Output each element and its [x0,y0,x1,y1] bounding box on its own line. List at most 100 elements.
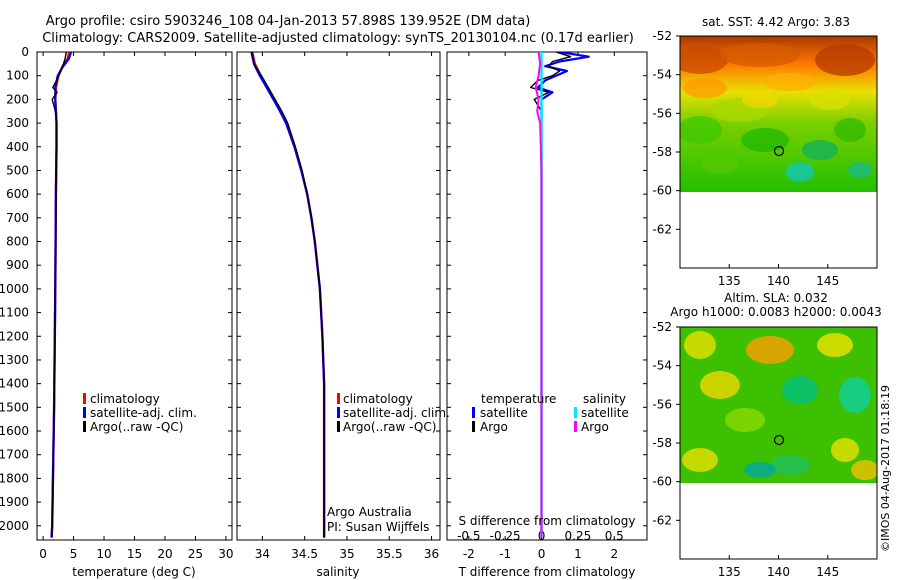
depth-tick-label: 1100 [0,306,29,320]
temperature-legend: climatology satellite-adj. clim. Argo(..… [83,392,197,434]
sla-texture-patch [700,371,740,399]
sla-texture-patch [817,333,853,357]
depth-tick-label: 1900 [0,495,29,509]
salinity-profiles [250,52,326,538]
lat-tick-label: -54 [652,68,672,82]
series-line-argo-raw-qc- [50,52,67,538]
temperature-panel-frame [36,51,233,541]
depth-tick-label: 1000 [0,282,29,296]
lat-tick-label: -62 [652,222,672,236]
depth-tick-label: 100 [6,69,29,83]
sla-map-image [680,327,877,483]
legend-swatch-satellite [83,407,86,418]
sst-texture-patch [848,162,872,178]
sst-texture-patch [834,118,866,142]
legend-label-climatology: climatology [343,392,413,406]
x-tick-label: 1 [574,547,582,561]
s-tick-label: 0.25 [565,529,592,543]
sla-argo-marker [773,434,785,446]
lat-tick-label: -56 [652,397,672,411]
sst-texture-patch [810,90,850,110]
x-tick-label: 35.5 [376,547,403,561]
legend-swatch-argo [83,421,86,432]
lon-tick-label: 140 [767,565,790,579]
depth-axis: 0 100 200 300 400 500 600 700 800 900 1000 1100 1200… [0,45,647,533]
imos-credit: ©IMOS 04-Aug-2017 01:18:19 [879,385,892,552]
sla-texture-patch [684,331,716,359]
temperature-profiles [50,52,73,538]
legend-swatch-s-satellite [574,407,577,418]
depth-tick-label: 1700 [0,448,29,462]
legend-swatch-t-satellite [472,407,475,418]
sla-map-axes: -52 -54 -56 -58 -60 -62 135 140 145 [652,320,839,579]
legend-label-climatology: climatology [90,392,160,406]
depth-tick-label: 900 [6,258,29,272]
lat-tick-label: -52 [652,29,672,43]
salinity-xlabel: salinity [316,565,359,579]
legend-swatch-argo [337,421,340,432]
sst-texture-patch [815,44,875,76]
sst-texture-patch [741,128,789,152]
figure-title-line2: Climatology: CARS2009. Satellite-adjuste… [42,31,634,46]
x-tick-label: 36 [424,547,439,561]
legend-label-satellite: satellite-adj. clim. [90,406,197,420]
series-line-argo-raw-qc- [251,52,325,538]
annotation-line1: Argo Australia [327,505,412,519]
x-tick-label: 0 [538,547,546,561]
depth-tick-label: 300 [6,116,29,130]
legend-label-satellite: satellite-adj. clim. [343,406,450,420]
x-tick-label: 2 [610,547,618,561]
sla-texture-patch [744,462,776,478]
legend-swatch-t-argo [472,421,475,432]
sst-argo-marker [773,145,785,157]
x-tick-label: 34 [255,547,270,561]
difference-panel-frame [446,51,648,541]
legend-swatch-satellite [337,407,340,418]
legend-label-t-satellite: satellite [480,406,528,420]
salinity-legend: climatology satellite-adj. clim. Argo(..… [337,392,450,434]
lon-tick-label: 140 [767,274,790,288]
lon-tick-label: 145 [816,565,839,579]
sst-texture-patch [802,140,838,160]
depth-tick-label: 1600 [0,424,29,438]
sst-texture-patch [786,162,814,182]
x-tick-label: 35 [339,547,354,561]
depth-tick-label: 1300 [0,353,29,367]
sla-map-title: Altim. SLA: 0.032 [724,291,828,305]
depth-tick-label: 800 [6,235,29,249]
lat-tick-label: -52 [652,320,672,334]
sla-texture [682,331,877,480]
legend-label-s-satellite: satellite [581,406,629,420]
depth-tick-label: 1200 [0,329,29,343]
depth-tick-label: 1800 [0,471,29,485]
lat-tick-label: -56 [652,106,672,120]
lat-tick-label: -62 [652,513,672,527]
lat-tick-label: -58 [652,145,672,159]
legend-swatch-climatology [337,393,340,404]
sla-texture-patch [725,408,765,432]
sst-map-title: sat. SST: 4.42 Argo: 3.83 [702,15,850,29]
sst-texture-patch [742,92,778,108]
lon-tick-label: 145 [816,274,839,288]
s-tick-label: 0.5 [605,529,624,543]
lat-tick-label: -54 [652,359,672,373]
sla-texture-patch [746,336,794,364]
legend-title-temperature: temperature [481,392,556,406]
difference-profiles [529,52,590,538]
x-tick-label: -2 [463,547,475,561]
x-tick-label: 0 [39,547,47,561]
lon-tick-label: 135 [718,274,741,288]
lat-tick-label: -60 [652,184,672,198]
sst-map-image [680,36,877,192]
legend-label-t-argo: Argo [480,420,508,434]
depth-tick-label: 500 [6,163,29,177]
depth-tick-label: 2000 [0,519,29,533]
sst-texture-patch [680,116,722,144]
depth-tick-label: 200 [6,92,29,106]
x-tick-label: -1 [499,547,511,561]
depth-tick-label: 700 [6,211,29,225]
temperature-xlabel: temperature (deg C) [72,565,195,579]
series-line-temperature-satellite [536,52,590,538]
sst-texture-patch [680,46,728,74]
sla-map-subtitle: Argo h1000: 0.0083 h2000: 0.0043 [670,305,882,319]
